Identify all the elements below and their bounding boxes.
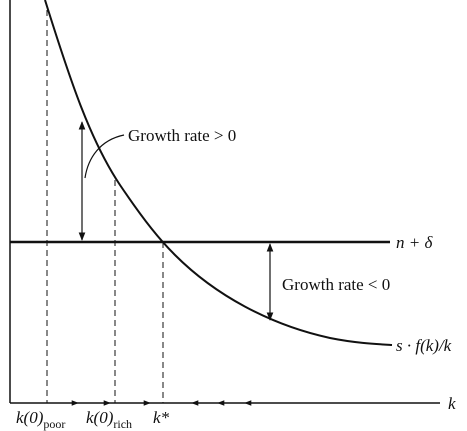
k-rich-sub: rich [113, 417, 132, 431]
k-star-label: k* [153, 408, 170, 427]
k-rich-base: k(0) [86, 408, 114, 427]
curve [44, 0, 393, 346]
k-poor-base: k(0) [16, 408, 44, 427]
k-poor-label: k(0)poor [16, 408, 65, 431]
k-rich-label: k(0)rich [86, 408, 132, 431]
growth-positive-label: Growth rate > 0 [128, 126, 236, 145]
k-poor-sub: poor [43, 417, 65, 431]
growth-negative-label: Growth rate < 0 [282, 275, 390, 294]
leader [84, 134, 125, 179]
depreciation-label: n + δ [396, 233, 433, 252]
curve-label: s · f(k)/k [396, 336, 452, 355]
x-axis-label: k [448, 394, 456, 413]
